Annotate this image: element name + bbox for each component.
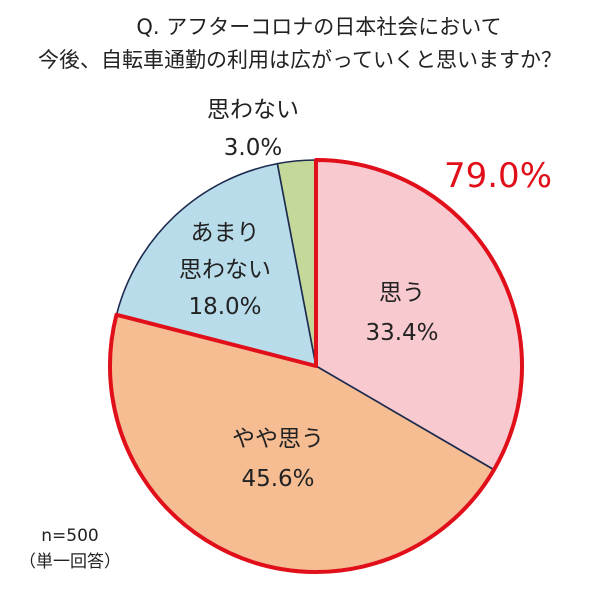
chart-title: Q. アフターコロナの日本社会において [136,15,501,39]
slice-label-omowanai: 思わない [207,97,299,123]
chart-subtitle: 今後、自転車通勤の利用は広がっていくと思いますか？ [38,48,562,72]
slice-value-omowanai: 3.0% [224,135,282,161]
slice-label-amari-line2: 思わない [179,257,271,283]
answer-type-note: （単一回答） [19,552,121,572]
highlight-outline [108,158,524,574]
pie-slice-amari-omowanai [115,162,317,367]
highlight-total-label: 79.0% [444,156,552,196]
sample-size-note: n=500 [41,526,98,546]
slice-value-amari: 18.0% [188,294,261,320]
slice-label-omou: 思う [379,280,425,306]
slice-label-yaya-omou: やや思う [232,426,324,452]
pie-slices [109,159,523,573]
slice-label-amari-line1: あまり [191,220,260,246]
slice-value-yaya-omou: 45.6% [241,466,314,492]
slice-value-omou: 33.4% [365,320,438,346]
